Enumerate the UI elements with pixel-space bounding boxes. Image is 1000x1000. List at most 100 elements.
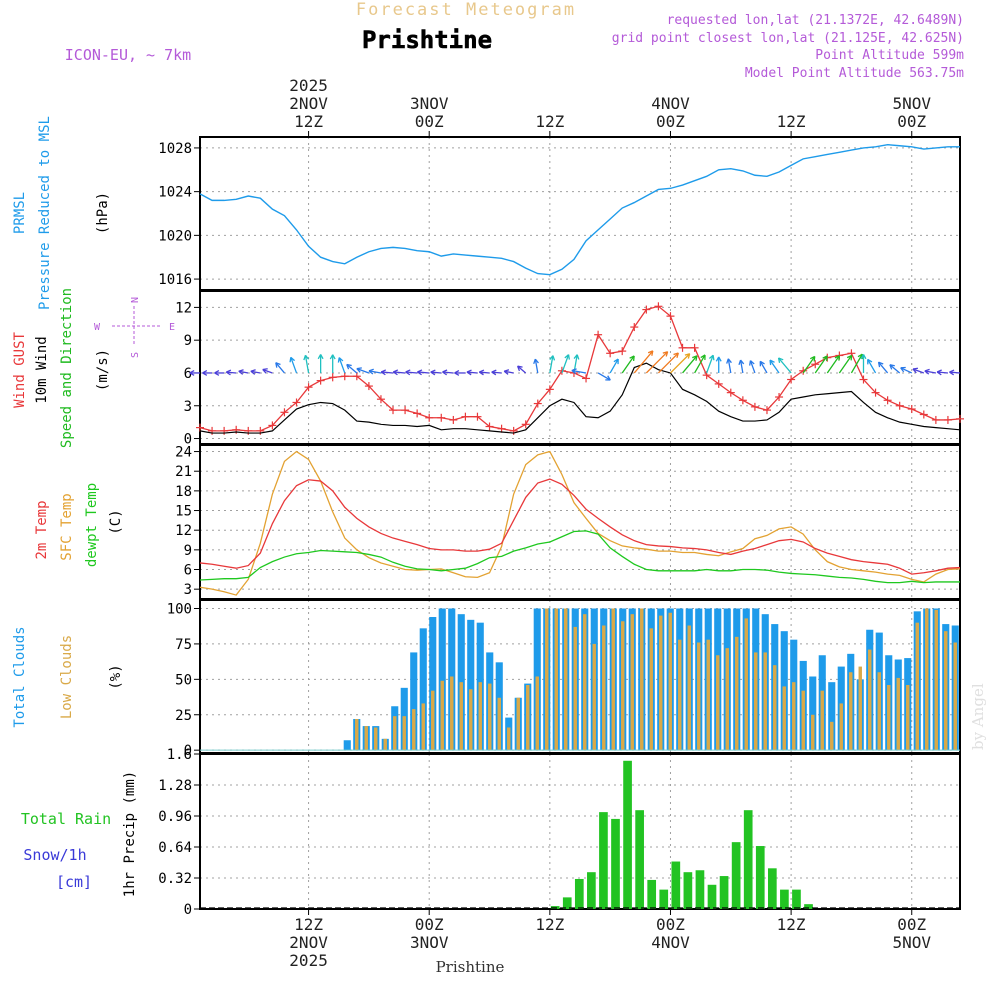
bottom-time-label: 12Z [777, 915, 806, 934]
rain-bar [599, 812, 608, 909]
temp-label-2m: 2m Temp [34, 500, 50, 559]
wind-label-gust: Wind GUST [12, 332, 28, 408]
wind-arrow-head [337, 357, 340, 363]
wind-arrow [682, 355, 698, 374]
low-cloud-bar [811, 714, 815, 751]
low-cloud-bar [896, 677, 900, 751]
wind-arrow-head [392, 371, 398, 376]
precipitation-ytick-label: 1.6 [167, 747, 192, 763]
precipitation-ytick-label: 0.64 [158, 840, 192, 856]
bottom-time-label: 5NOV [892, 933, 931, 952]
pressure-line [199, 143, 960, 276]
wind-arrow-head [684, 353, 690, 356]
rain-bar [804, 904, 813, 909]
compass-n: N [130, 297, 141, 303]
rain-bar [587, 872, 596, 909]
wind-arrow-head [647, 350, 654, 354]
top-time-label: 2NOV [289, 94, 328, 113]
wind-arrow [417, 371, 430, 374]
wind-arrow-head [226, 369, 232, 373]
low-cloud-bar [469, 689, 473, 751]
low-cloud-bar [621, 621, 625, 751]
wind-arrow-head [567, 354, 570, 360]
wind-arrow [381, 371, 394, 374]
wind-arrow-head [189, 372, 195, 376]
low-cloud-bar [744, 618, 748, 751]
wind-arrow [290, 357, 298, 374]
wind-arrow-head [662, 351, 668, 354]
total-cloud-bar [809, 676, 817, 751]
low-cloud-bar [554, 608, 558, 751]
wind-arrow-head [809, 355, 816, 360]
wind-frame [199, 290, 961, 445]
temperature-ytick-label: 15 [175, 504, 192, 520]
wind-arrow-head [924, 370, 930, 375]
rain-bar [780, 889, 789, 909]
wind-arrow [517, 365, 527, 374]
wind-ytick-label: 9 [184, 333, 192, 349]
wind-arrow-head [673, 352, 679, 356]
low-cloud-bar [659, 615, 663, 751]
pressure-ytick-label: 1020 [158, 228, 192, 244]
wind-arrow [769, 359, 780, 374]
bottom-time-label: 12Z [535, 915, 564, 934]
wind-arrow-head [750, 360, 755, 365]
wind-arrow [900, 367, 913, 374]
precipitation-ytick-label: 0.96 [158, 809, 192, 825]
wind-arrow-head [692, 355, 698, 359]
low-cloud-bar [573, 626, 577, 751]
wind-label-unit: (m/s) [95, 349, 111, 391]
wind-arrow-head [214, 369, 220, 374]
total-cloud-bar [429, 617, 437, 751]
low-cloud-bar [687, 625, 691, 751]
wind-arrow-head [834, 355, 840, 359]
wind-arrow-head [700, 354, 706, 359]
temperature-ytick-label: 9 [184, 543, 192, 559]
rain-bar [731, 842, 741, 909]
low-cloud-bar [849, 672, 853, 751]
wind-arrow [466, 371, 478, 374]
wind-arrow [304, 355, 310, 374]
precip-label-unit: 1hr Precip (mm) [122, 771, 138, 897]
top-time-label: 12Z [777, 112, 806, 131]
rain-bar [659, 889, 669, 909]
wind-arrow-head [393, 369, 399, 373]
wind-arrow-head [552, 355, 556, 361]
rain-bar [562, 897, 572, 909]
wind-arrow-head [860, 354, 865, 360]
pressure-panel [194, 136, 961, 291]
wind-arrow-head [466, 371, 472, 376]
wind-arrow-head [822, 355, 828, 359]
wind-ytick-label: 0 [184, 432, 192, 448]
low-cloud-bar [440, 680, 444, 751]
wind-arrow [838, 355, 853, 374]
low-cloud-bar [706, 639, 710, 751]
wind-arrow [393, 371, 406, 374]
wind-arrow [226, 371, 237, 374]
wind-arrow [597, 372, 611, 381]
pressure-label-msl: Pressure Reduced to MSL [37, 116, 53, 310]
wind-arrow-head [225, 371, 231, 376]
sfc-temp-line [199, 450, 961, 596]
wind-arrow [778, 357, 792, 374]
wind-arrow-head [651, 350, 654, 356]
wind-arrow-head [250, 369, 256, 372]
wind-arrow-head [290, 356, 295, 362]
low-cloud-bar [868, 649, 872, 751]
wind-arrow [346, 364, 358, 374]
total-cloud-bar [828, 682, 836, 751]
wind-arrow-head [317, 354, 322, 360]
wind-arrow [706, 355, 714, 374]
bottom-time-label: 00Z [415, 915, 444, 934]
rain-bar [647, 879, 657, 909]
wind-arrow-head [769, 359, 775, 363]
wind-arrow-head [238, 369, 244, 372]
low-cloud-bar [545, 608, 549, 751]
wind-arrow [491, 371, 502, 374]
temperature-ytick-label: 3 [184, 582, 192, 598]
wind-arrow-head [332, 354, 336, 360]
wind-arrow-head [549, 355, 554, 360]
wind-arrow [275, 362, 285, 374]
wind-arrow-head [777, 357, 781, 364]
